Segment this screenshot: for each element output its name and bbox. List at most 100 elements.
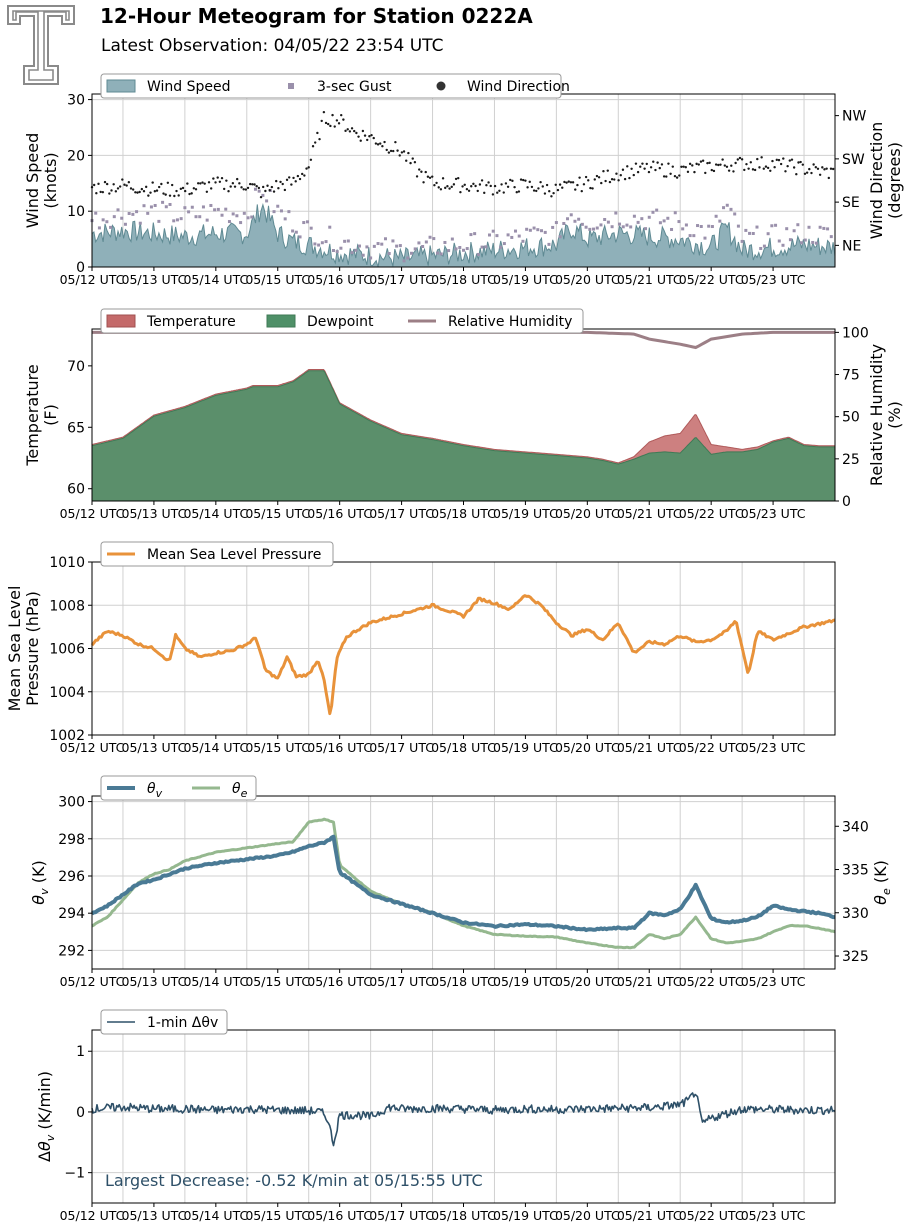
direction-point	[99, 190, 102, 194]
gust-point	[681, 227, 685, 231]
gust-point	[183, 206, 187, 210]
gust-point	[365, 245, 369, 249]
direction-point	[446, 185, 449, 188]
gust-point	[618, 222, 622, 226]
direction-point	[108, 192, 111, 195]
direction-point	[281, 182, 284, 186]
gust-point	[335, 250, 339, 254]
direction-point	[134, 191, 137, 194]
gust-point	[614, 211, 618, 215]
direction-point	[777, 158, 781, 162]
gust-point	[123, 222, 127, 226]
direction-point	[522, 178, 525, 182]
direction-point	[214, 181, 217, 184]
direction-point	[779, 162, 783, 166]
gust-point	[777, 239, 781, 243]
y2-tick-label: NE	[842, 238, 861, 254]
page-title: 12-Hour Meteogram for Station 0222A	[100, 4, 533, 28]
direction-point	[279, 180, 282, 184]
direction-point	[645, 162, 648, 166]
direction-point	[530, 185, 534, 189]
direction-point	[784, 170, 787, 173]
gust-point	[417, 241, 421, 245]
legend: 1-min Δθv	[100, 1009, 228, 1035]
texas-tech-double-t-logo-icon	[7, 5, 75, 85]
y2-tick-label: 50	[842, 410, 860, 426]
gust-point	[265, 199, 269, 203]
y-axis-label: Temperature	[23, 364, 42, 466]
x-tick-label: 05/21 UTC	[617, 740, 682, 755]
direction-point	[760, 156, 763, 159]
direction-point	[467, 189, 471, 193]
direction-point	[168, 194, 172, 197]
direction-point	[678, 174, 681, 177]
gust-point	[402, 259, 406, 263]
direction-point	[244, 188, 248, 191]
direction-point	[634, 162, 638, 165]
gust-point	[250, 215, 254, 219]
gust-point	[435, 251, 439, 255]
gust-point	[357, 244, 361, 248]
direction-point	[580, 189, 583, 193]
direction-point	[788, 159, 792, 162]
x-tick-label: 05/23 UTC	[741, 974, 806, 989]
y-axis-label: θv (K)	[29, 860, 51, 904]
direction-point	[457, 176, 460, 180]
gust-point	[287, 210, 291, 214]
gust-point	[291, 229, 295, 233]
y-axis-label: Wind Speed	[23, 133, 42, 228]
gust-point	[540, 229, 544, 233]
gust-point	[105, 220, 109, 224]
gust-point	[331, 248, 335, 252]
direction-point	[294, 180, 297, 183]
direction-point	[526, 186, 529, 189]
direction-point	[673, 174, 677, 178]
direction-point	[290, 183, 293, 186]
direction-point	[649, 166, 653, 169]
direction-point	[127, 181, 131, 184]
gust-point	[439, 252, 443, 256]
direction-point	[814, 166, 818, 169]
direction-point	[762, 167, 765, 170]
y2-tick-label: 325	[842, 949, 869, 965]
gust-point	[514, 229, 518, 233]
y-tick-label: 1002	[49, 728, 85, 744]
gust-point	[201, 205, 205, 209]
direction-point	[138, 190, 141, 194]
direction-point	[238, 182, 241, 185]
x-tick-label: 05/17 UTC	[369, 974, 434, 989]
direction-point	[487, 181, 490, 184]
direction-point	[264, 189, 267, 193]
direction-point	[305, 167, 308, 170]
direction-point	[335, 119, 339, 122]
direction-point	[435, 181, 438, 185]
x-tick-label: 05/22 UTC	[679, 974, 744, 989]
direction-point	[151, 181, 154, 184]
gust-point	[818, 225, 822, 229]
gust-point	[235, 214, 239, 218]
gust-point	[532, 226, 536, 230]
gust-point	[443, 240, 447, 244]
gust-point	[488, 233, 492, 237]
direction-point	[103, 180, 107, 184]
direction-point	[662, 175, 666, 178]
direction-point	[261, 185, 265, 189]
x-tick-label: 05/16 UTC	[307, 506, 372, 521]
y-tick-label: 1006	[49, 642, 85, 658]
direction-point	[121, 178, 124, 181]
y-axis-label: Pressure (hPa)	[23, 591, 42, 706]
direction-point	[532, 189, 536, 192]
direction-point	[509, 178, 512, 182]
direction-point	[220, 176, 224, 180]
direction-point	[604, 179, 607, 183]
direction-point	[517, 190, 521, 193]
direction-point	[216, 176, 219, 179]
direction-point	[582, 183, 586, 186]
legend-label: Mean Sea Level Pressure	[147, 547, 321, 563]
direction-point	[628, 176, 631, 180]
gust-point	[109, 225, 113, 229]
direction-point	[552, 191, 555, 195]
gust-point	[774, 223, 778, 227]
gust-point	[577, 217, 581, 221]
